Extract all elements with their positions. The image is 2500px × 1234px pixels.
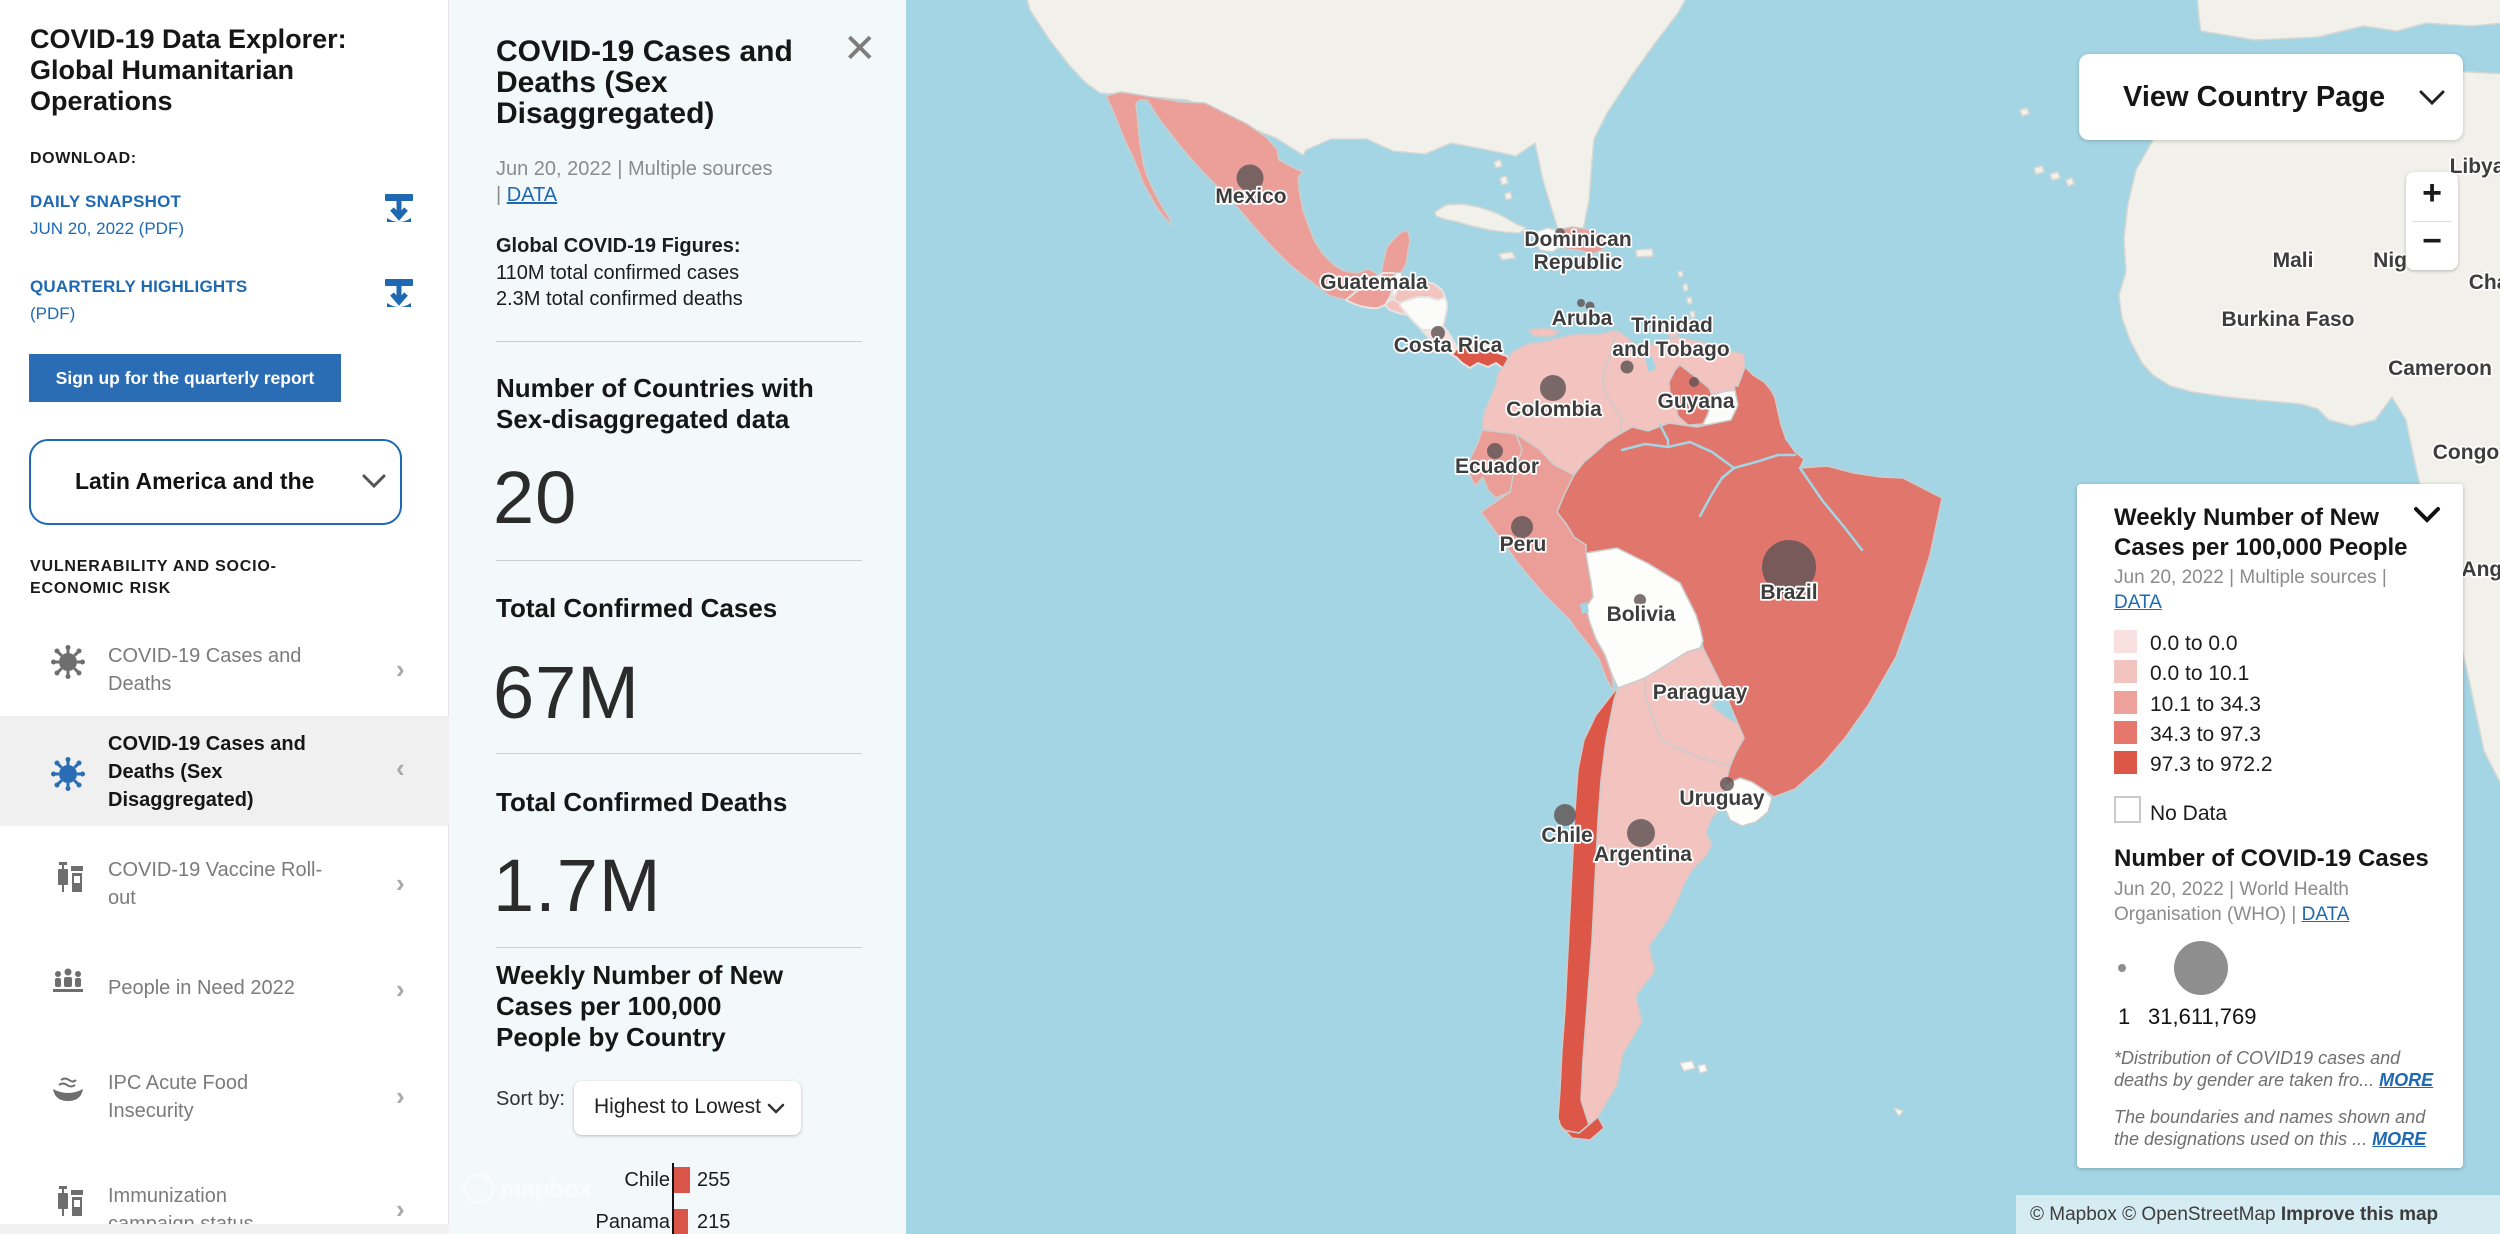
- svg-text:Guatemala: Guatemala: [1320, 271, 1428, 294]
- svg-text:Argentina: Argentina: [1594, 843, 1692, 866]
- svg-text:Mexico: Mexico: [1215, 185, 1286, 208]
- svg-text:Angola: Angola: [2461, 558, 2500, 581]
- svg-text:Cameroon: Cameroon: [2388, 357, 2492, 380]
- svg-text:and Tobago: and Tobago: [1612, 338, 1729, 361]
- svg-text:Dominican: Dominican: [1524, 228, 1631, 251]
- svg-text:Congo: Congo: [2433, 441, 2499, 464]
- svg-text:mapbox: mapbox: [500, 1176, 593, 1203]
- svg-text:Peru: Peru: [1500, 533, 1547, 556]
- svg-text:Chile: Chile: [1541, 824, 1592, 847]
- svg-text:Costa Rica: Costa Rica: [1394, 334, 1503, 357]
- svg-text:Trinidad: Trinidad: [1631, 314, 1713, 337]
- svg-text:Brazil: Brazil: [1760, 581, 1817, 604]
- svg-text:Paraguay: Paraguay: [1653, 681, 1748, 704]
- svg-text:Bolivia: Bolivia: [1607, 603, 1676, 626]
- svg-text:Republic: Republic: [1534, 251, 1623, 274]
- svg-text:Burkina Faso: Burkina Faso: [2221, 308, 2354, 331]
- svg-text:Ecuador: Ecuador: [1455, 455, 1539, 478]
- svg-text:Colombia: Colombia: [1506, 398, 1602, 421]
- svg-text:Guyana: Guyana: [1657, 390, 1734, 413]
- svg-text:Aruba: Aruba: [1552, 307, 1613, 330]
- svg-text:Uruguay: Uruguay: [1679, 787, 1765, 810]
- svg-text:Mali: Mali: [2273, 249, 2314, 272]
- svg-text:Chad: Chad: [2469, 271, 2500, 294]
- svg-text:Libya: Libya: [2450, 155, 2500, 178]
